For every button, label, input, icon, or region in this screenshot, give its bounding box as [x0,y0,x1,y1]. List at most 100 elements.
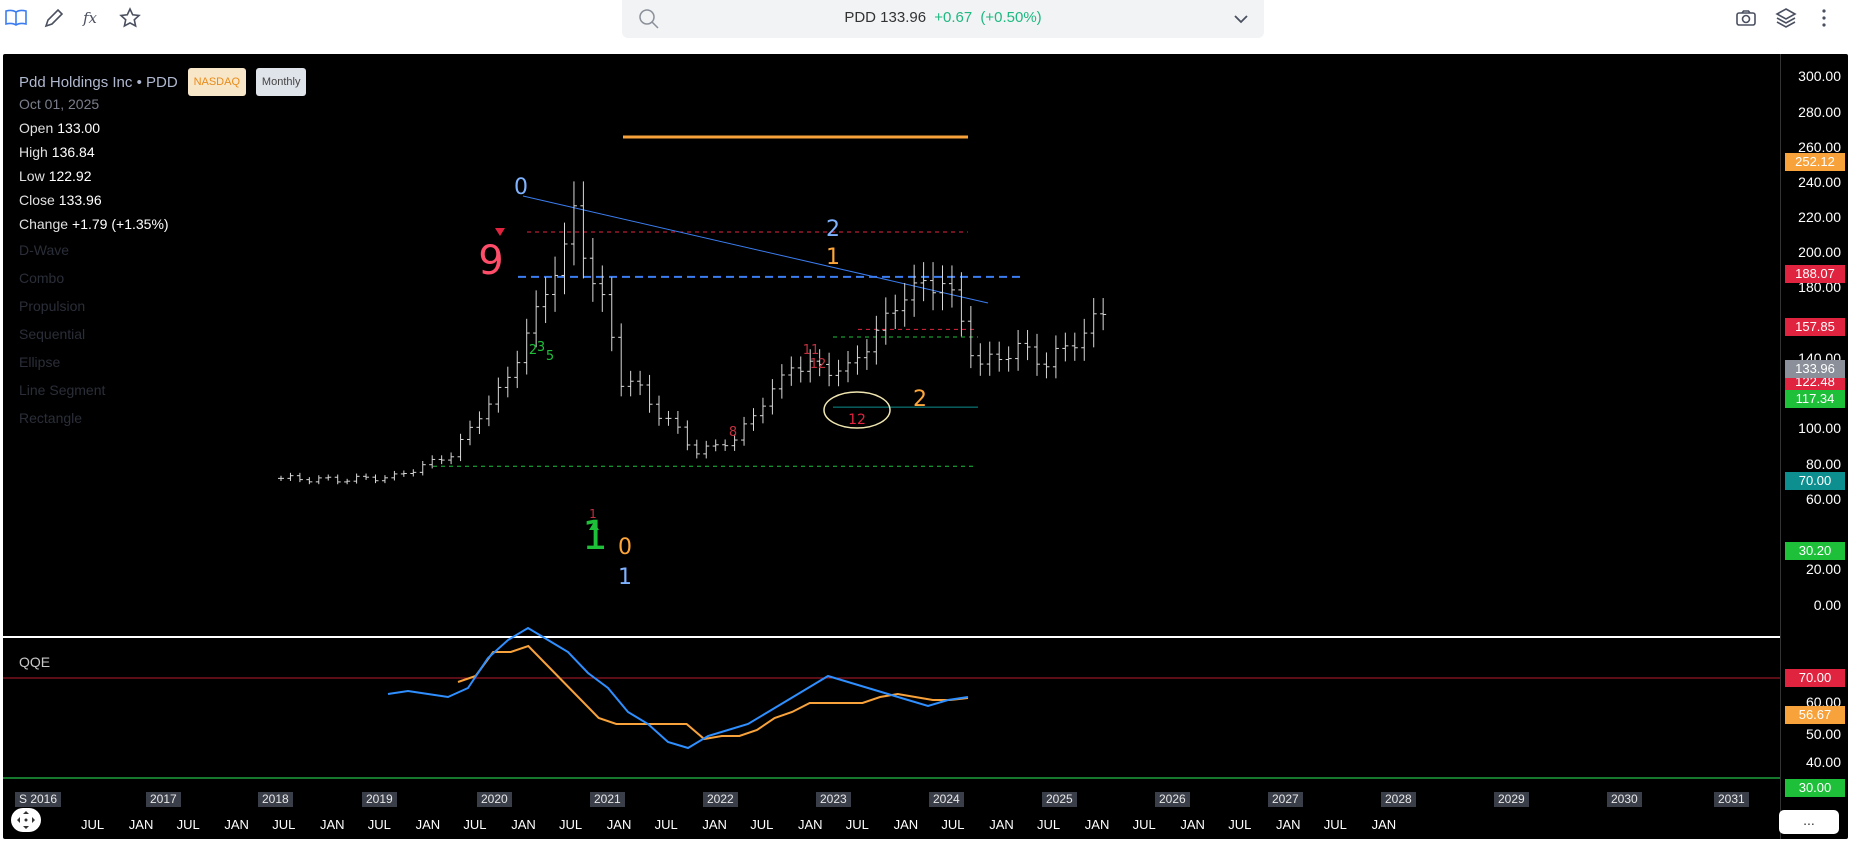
level-tag: 157.85 [1785,318,1845,336]
time-axis-label: JAN [1276,817,1301,832]
ticker-change: +0.67 [934,9,973,26]
close-label: Close [19,192,55,208]
buy-arrow-icon [589,522,599,530]
year-label: 2017 [146,792,181,807]
price-axis-label: 200.00 [1798,244,1841,260]
sequence-count-label: 5 [546,349,554,364]
more-vertical-icon[interactable] [1812,6,1836,30]
qqe-axis-label: 50.00 [1805,726,1841,742]
open-label: Open [19,120,54,136]
level-tag: 188.07 [1785,265,1845,283]
book-icon[interactable] [4,6,28,30]
close-value: 133.96 [58,192,102,208]
sequence-count-label: 0 [514,175,528,200]
time-axis-label: JAN [1371,817,1397,832]
ticker-symbol: PDD [844,9,876,26]
price-axis-label: 280.00 [1798,104,1841,120]
interval-badge[interactable]: Monthly [255,68,307,96]
camera-icon[interactable] [1734,6,1758,30]
time-axis-label: JAN [606,817,632,832]
change-label: Change [19,216,69,232]
time-axis-label: JUL [81,817,105,832]
qqe-slow-line [457,644,969,741]
sell-arrow-icon [495,228,505,236]
qqe-tag: 70.00 [1785,669,1845,687]
time-axis-label: JUL [845,817,869,832]
sequence-count-label: 1 [618,565,632,590]
year-label: 2024 [929,792,964,807]
time-axis-label: JUL [1228,817,1252,832]
pan-button[interactable] [11,808,41,832]
star-icon[interactable] [118,6,142,30]
price-axis[interactable]: 300.00 280.00 260.00 240.00 220.00 200.0… [1780,54,1848,839]
layers-icon[interactable] [1774,6,1798,30]
chevron-down-icon[interactable] [1232,10,1250,28]
year-label: 2026 [1155,792,1190,807]
year-label: 2029 [1494,792,1529,807]
search-icon [639,9,659,29]
price-axis-label: 240.00 [1798,174,1841,190]
last-price-tag: 133.96 [1785,360,1845,378]
exchange-badge: NASDAQ [187,68,247,96]
price-axis-label: 60.00 [1805,491,1841,507]
time-axis[interactable]: JUL JAN JUL JAN JUL JAN JUL JAN JUL JAN JUL JAN JUL J… [3,809,1780,839]
price-axis-label: 300.00 [1798,68,1841,84]
time-axis-label: JUL [1132,817,1156,832]
time-axis-label: JAN [989,817,1014,832]
time-axis-label: JAN [1180,817,1205,832]
sequence-count-label: 8 [729,425,737,440]
price-axis-label: 80.00 [1805,456,1841,472]
function-icon[interactable]: fx [80,6,104,30]
sequence-count-label: 1 [582,513,607,559]
qqe-tag: 56.67 [1785,706,1845,724]
year-label: 2018 [258,792,293,807]
time-axis-label: JAN [893,817,919,832]
year-label: 2021 [590,792,625,807]
time-axis-label: JUL [559,817,583,832]
ticker-price: 133.96 [880,9,927,26]
time-axis-label: JAN [798,817,823,832]
year-label: 2028 [1381,792,1416,807]
ellipse-marker [823,391,891,429]
indicator-line-segment[interactable]: Line Segment [19,382,106,398]
sequence-count-label: 2 [826,217,840,242]
time-axis-label: JUL [750,817,774,832]
time-axis-label: JAN [128,817,154,832]
change-value: +1.79 (+1.35%) [72,216,169,232]
indicator-combo[interactable]: Combo [19,270,65,286]
time-axis-label: JAN [415,817,441,832]
year-label: 2031 [1714,792,1749,807]
level-tag: 252.12 [1785,153,1845,171]
year-label: S 2016 [15,792,62,807]
indicator-sequential[interactable]: Sequential [19,326,86,342]
indicator-dwave[interactable]: D-Wave [19,242,70,258]
price-axis-label: 0.00 [1813,597,1841,613]
more-button[interactable]: ... [1779,810,1839,834]
high-label: High [19,144,48,160]
qqe-label[interactable]: QQE [19,654,51,670]
sequence-count-label: 3 [537,340,545,355]
sequence-count-label: 12 [848,412,866,428]
time-axis-label: JAN [224,817,249,832]
year-label: 2022 [703,792,738,807]
legend-date: Oct 01, 2025 [19,96,100,112]
symbol-search[interactable]: PDD 133.96 +0.67 (+0.50%) [622,0,1264,38]
indicator-propulsion[interactable]: Propulsion [19,298,86,314]
legend-panel: Pdd Holdings Inc • PDD NASDAQ Monthly Oc… [19,68,307,432]
level-tag: 117.34 [1785,390,1845,408]
time-axis-label: JUL [941,817,965,832]
top-toolbar: fx PDD 133.96 +0.67 (+0.50%) [0,0,1851,52]
time-axis-label: JAN [1084,817,1110,832]
low-value: 122.92 [48,168,92,184]
move-icon [17,811,35,829]
qqe-axis-label: 40.00 [1805,754,1841,770]
year-label: 2019 [362,792,397,807]
open-value: 133.00 [57,120,101,136]
indicator-ellipse[interactable]: Ellipse [19,354,61,370]
indicator-rectangle[interactable]: Rectangle [19,410,83,426]
low-label: Low [19,168,45,184]
chart-area[interactable]: 0 9 1 2 1 0 1 2 12 2 3 5 11 12 8 1 Pdd Holdings Inc • P… [3,54,1848,839]
price-axis-label: 180.00 [1798,279,1841,295]
pencil-icon[interactable] [42,6,66,30]
